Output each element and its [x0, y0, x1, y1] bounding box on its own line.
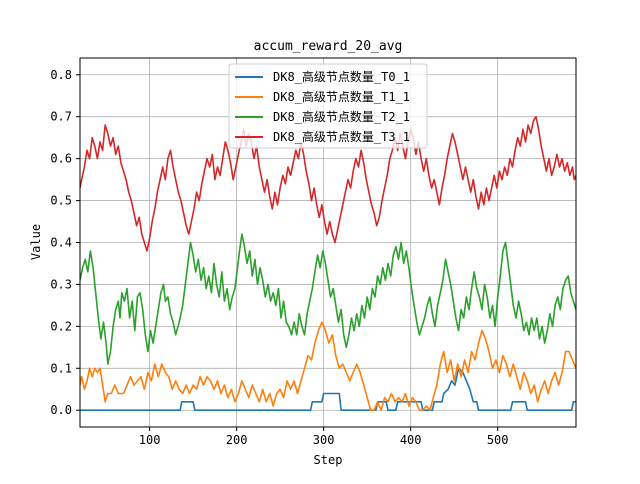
chart-title: accum_reward_20_avg — [254, 39, 403, 54]
legend-label: DK8_高级节点数量_T1_1 — [273, 89, 410, 104]
legend-label: DK8_高级节点数量_T2_1 — [273, 109, 410, 124]
x-tick-label: 200 — [226, 433, 248, 447]
series-line-t3 — [80, 115, 576, 252]
x-tick-label: 300 — [313, 433, 335, 447]
legend: DK8_高级节点数量_T0_1 DK8_高级节点数量_T1_1 DK8_高级节点数量… — [228, 63, 428, 149]
y-tick-label: 0.3 — [50, 277, 72, 291]
y-tick-label: 0.2 — [50, 319, 72, 333]
x-tick-label: 100 — [139, 433, 161, 447]
y-axis-label: Value — [29, 224, 43, 260]
x-axis-label: Step — [314, 453, 343, 467]
y-tick-label: 0.7 — [50, 110, 72, 124]
series-line-t2 — [80, 233, 576, 365]
legend-label: DK8_高级节点数量_T3_1 — [273, 129, 410, 144]
y-tick-label: 0.6 — [50, 152, 72, 166]
legend-box — [228, 63, 428, 149]
x-tick-label: 400 — [400, 433, 422, 447]
y-tick-label: 0.8 — [50, 68, 72, 82]
y-tick-label: 0.1 — [50, 361, 72, 375]
y-tick-label: 0.5 — [50, 194, 72, 208]
y-tick-label: 0.4 — [50, 236, 72, 250]
y-tick-label: 0.0 — [50, 403, 72, 417]
x-tick-label: 500 — [487, 433, 509, 447]
series-line-t0 — [80, 367, 576, 411]
series-line-t1 — [80, 321, 576, 411]
legend-label: DK8_高级节点数量_T0_1 — [273, 69, 410, 84]
axis-ticks: 100 200 300 400 500 0.0 0.1 0.2 0.3 0.4 0.5 0.6 0.7 0… — [50, 68, 508, 447]
series-lines — [80, 115, 576, 411]
